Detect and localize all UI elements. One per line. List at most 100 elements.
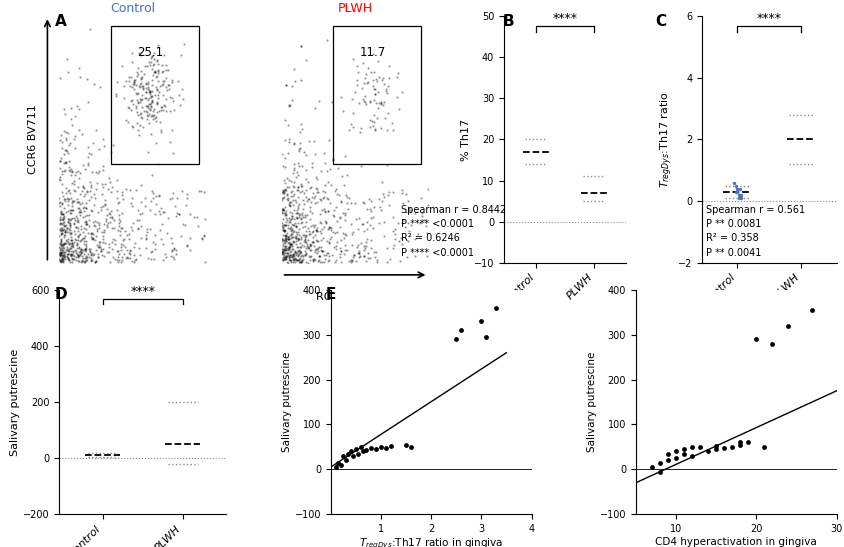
Point	[292, 200, 306, 208]
Point	[287, 254, 300, 263]
Point	[169, 212, 182, 220]
Point	[80, 211, 94, 219]
Point	[311, 188, 325, 196]
Point	[314, 242, 327, 251]
Point	[57, 146, 71, 155]
Point	[283, 255, 296, 264]
Point	[139, 231, 153, 240]
Point	[345, 240, 359, 249]
Point	[279, 253, 292, 262]
Point	[346, 123, 360, 131]
Point	[64, 194, 78, 202]
Point	[282, 102, 295, 110]
Point	[69, 211, 83, 220]
Point	[154, 235, 168, 243]
Point	[293, 128, 306, 137]
Point	[94, 205, 107, 214]
Point	[69, 223, 83, 231]
Point	[350, 61, 364, 70]
Point	[60, 54, 73, 63]
Point	[64, 171, 78, 179]
Point	[346, 109, 360, 118]
Point	[288, 195, 301, 204]
Point	[56, 224, 69, 232]
Point	[89, 194, 102, 202]
Point	[284, 177, 298, 185]
Point	[315, 258, 328, 267]
Point	[279, 231, 293, 240]
Point	[356, 241, 370, 250]
Point	[55, 255, 68, 264]
Point	[302, 137, 316, 146]
Point	[149, 100, 163, 108]
Point	[276, 223, 289, 232]
Point	[295, 209, 308, 218]
Point	[300, 240, 313, 248]
Point	[289, 172, 303, 181]
Point	[145, 96, 159, 105]
Point	[72, 251, 85, 260]
Point	[53, 156, 67, 165]
Point	[278, 241, 291, 250]
Point	[298, 211, 311, 219]
Point	[344, 199, 358, 207]
Point	[298, 232, 311, 241]
Point	[149, 90, 162, 99]
Point	[352, 252, 365, 261]
Point	[290, 228, 304, 236]
Point	[349, 214, 362, 223]
Point	[346, 253, 360, 261]
Point	[67, 177, 80, 185]
Point	[358, 92, 371, 101]
Point	[141, 77, 154, 86]
Point	[91, 250, 105, 259]
Point	[350, 241, 364, 249]
Point	[283, 243, 296, 252]
Point	[733, 190, 746, 199]
Point	[329, 190, 343, 199]
Point	[366, 118, 380, 126]
Point	[91, 207, 105, 216]
Point	[127, 219, 140, 228]
Point	[104, 148, 117, 156]
Point	[305, 193, 318, 201]
Point	[67, 241, 80, 249]
Point	[68, 112, 82, 121]
Point	[394, 88, 408, 97]
Point	[288, 248, 301, 257]
Point	[62, 238, 75, 247]
Point	[385, 118, 398, 127]
Point	[280, 223, 294, 232]
Point	[303, 253, 316, 261]
Point	[294, 235, 307, 243]
Point	[285, 224, 299, 233]
Point	[286, 220, 300, 229]
Point	[280, 190, 294, 199]
Point	[73, 257, 86, 266]
Point	[281, 233, 295, 242]
Point	[60, 224, 73, 232]
Point	[55, 249, 68, 258]
Point	[290, 251, 304, 259]
Point	[278, 226, 291, 235]
Point	[315, 247, 328, 255]
Point	[134, 96, 148, 104]
Point	[401, 218, 414, 227]
Point	[277, 209, 290, 218]
Point	[289, 228, 302, 237]
Point	[285, 250, 299, 259]
Point	[57, 246, 70, 254]
Point	[307, 198, 321, 207]
Point	[285, 201, 299, 210]
Point	[64, 205, 78, 214]
Point	[303, 245, 316, 254]
Point	[53, 164, 67, 173]
Point	[314, 228, 327, 237]
Point	[172, 210, 186, 218]
Point	[275, 205, 289, 213]
Point	[395, 185, 408, 194]
Point	[318, 254, 332, 263]
Point	[310, 184, 323, 193]
Point	[294, 248, 307, 257]
Point	[301, 178, 315, 187]
